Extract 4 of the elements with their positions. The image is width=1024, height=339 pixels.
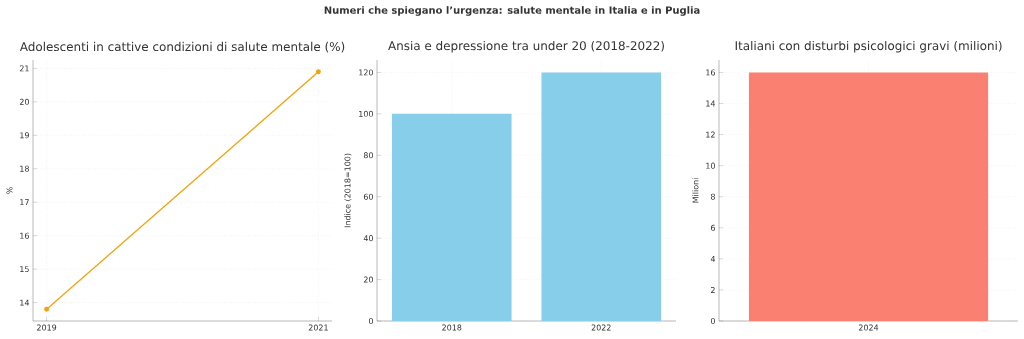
chart-title: Adolescenti in cattive condizioni di salute mentale (%) — [19, 41, 345, 53]
chart-title: Italiani con disturbi psicologici gravi (milioni) — [735, 40, 1002, 53]
text: Numeri che spiegano l’urgenza: salute mentale in Italia e in Puglia — [324, 6, 700, 16]
chart-title: Ansia e depressione tra under 20 (2018-2022) — [388, 40, 664, 53]
